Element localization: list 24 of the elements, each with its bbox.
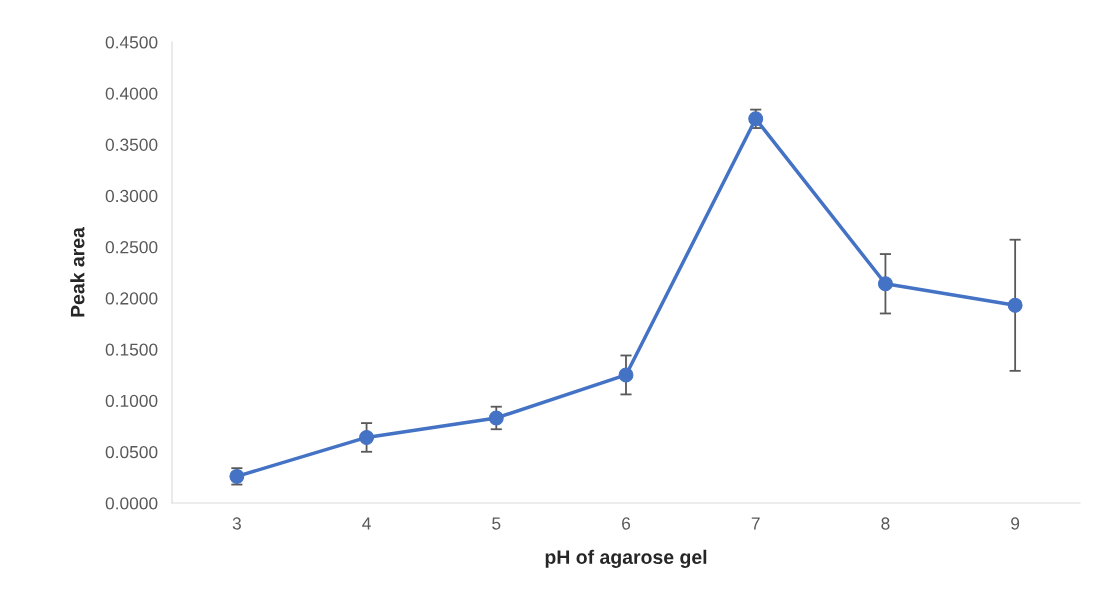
y-tick-label: 0.0500 bbox=[105, 445, 158, 459]
x-tick-label: 6 bbox=[622, 517, 631, 530]
y-tick-label: 0.3000 bbox=[105, 189, 158, 203]
y-tick-label: 0.1500 bbox=[105, 343, 158, 356]
point bbox=[618, 367, 634, 383]
y-tick-label: 0.2500 bbox=[105, 241, 158, 254]
point bbox=[488, 410, 504, 426]
x-tick-label: 8 bbox=[881, 517, 890, 530]
x-tick-label: 7 bbox=[751, 517, 760, 530]
point bbox=[359, 429, 375, 445]
y-axis-title: Peak area bbox=[70, 226, 85, 317]
x-tick-label: 3 bbox=[232, 517, 241, 530]
point bbox=[1007, 297, 1023, 313]
x-tick-label: 9 bbox=[1011, 517, 1020, 530]
x-tick-label: 5 bbox=[492, 517, 501, 530]
y-tick-label: 0.4000 bbox=[105, 87, 158, 100]
x-axis-title: pH of agarose gel bbox=[545, 549, 707, 568]
x-tick-label: 4 bbox=[362, 517, 371, 530]
y-tick-label: 0.4500 bbox=[105, 36, 158, 49]
y-tick-label: 0.0000 bbox=[105, 497, 158, 510]
y-tick-label: 0.3500 bbox=[105, 138, 158, 151]
point bbox=[877, 276, 893, 292]
y-tick-label: 0.1000 bbox=[105, 394, 158, 408]
y-tick-label: 0.2000 bbox=[105, 292, 158, 305]
